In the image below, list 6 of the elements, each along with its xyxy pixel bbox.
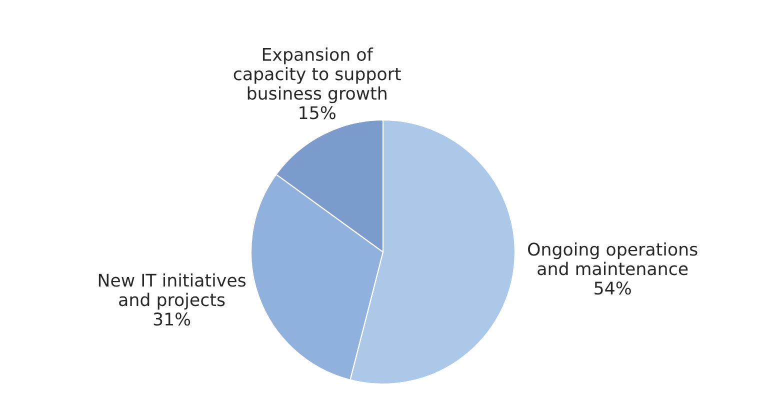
slice-label: Ongoing operations and maintenance bbox=[528, 242, 698, 276]
slice-label: New IT initiatives and projects bbox=[98, 273, 246, 310]
data-label: 15% bbox=[300, 106, 336, 120]
data-label: 54% bbox=[594, 282, 631, 295]
data-label: 31% bbox=[154, 312, 190, 326]
slice-label: Expansion of capacity to support business growth bbox=[234, 48, 401, 104]
